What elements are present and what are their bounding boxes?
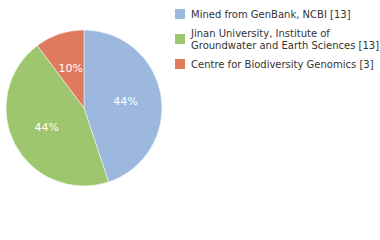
svg-text:Centre for Biodiversity Genomi: Centre for Biodiversity Genomics [3] (191, 59, 374, 70)
svg-text:10%: 10% (59, 62, 83, 75)
svg-text:44%: 44% (35, 121, 59, 134)
svg-text:44%: 44% (113, 95, 137, 108)
svg-text:Groundwater and Earth Sciences: Groundwater and Earth Sciences [13] (191, 40, 379, 51)
svg-text:Jinan University, Institute of: Jinan University, Institute of (190, 28, 333, 39)
svg-text:Mined from GenBank, NCBI [13]: Mined from GenBank, NCBI [13] (191, 9, 351, 20)
